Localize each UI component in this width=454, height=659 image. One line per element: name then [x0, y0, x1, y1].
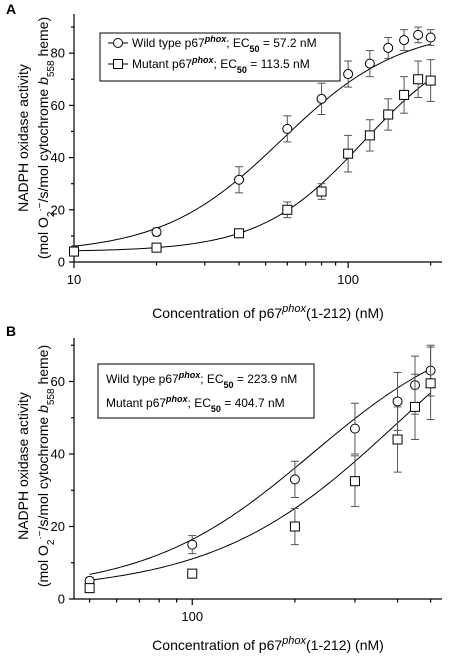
y-axis-label-line2: (mol O2·−/s/mol cytochrome b558 heme)	[35, 345, 57, 587]
data-point-circle	[151, 226, 162, 237]
panel-A: A 0 20 40 60 80 10 100 NADPH oxidase activity(mo…	[6, 1, 442, 321]
y-tick-label: 60	[51, 98, 65, 113]
y-tick-label: 20	[51, 202, 65, 217]
legend-entry: Mutant p67phox; EC50 = 404.7 nM	[106, 394, 285, 414]
data-point-circle	[425, 32, 436, 43]
fit-curve	[89, 368, 431, 575]
data-point-square	[289, 521, 300, 532]
x-tick-label: 100	[181, 609, 203, 624]
x-axis-label: Concentration of p67phox(1-212) (nM)	[152, 635, 384, 653]
legend-entry: Wild type p67phox; EC50 = 223.9 nM	[106, 370, 297, 390]
legend-box	[97, 363, 315, 419]
panel-B: B 0 20 40 60 100 NADPH oxidase activity(mol O2…	[6, 323, 442, 653]
data-point-square	[343, 148, 354, 159]
data-point-square	[364, 130, 375, 141]
legend-entry: Wild type p67phox; EC50 = 57.2 nM	[132, 34, 317, 54]
data-point-square	[69, 246, 79, 257]
fit-curve	[73, 78, 431, 252]
data-point-square	[392, 434, 403, 445]
data-point-circle	[234, 174, 245, 185]
data-point-circle	[413, 29, 424, 40]
data-point-square	[399, 89, 410, 100]
x-tick-label: 10	[67, 272, 81, 287]
legend-box	[99, 32, 341, 82]
data-point-square	[409, 401, 420, 412]
data-point-square	[151, 242, 162, 253]
panel-letter: B	[6, 323, 16, 339]
data-point-circle	[383, 42, 394, 53]
fit-curve	[89, 392, 431, 581]
data-point-circle	[316, 93, 327, 104]
data-point-circle	[399, 35, 410, 46]
data-point-circle	[343, 69, 354, 80]
y-tick-label: 0	[58, 255, 65, 270]
y-axis-label-line1: NADPH oxidase activity	[15, 392, 31, 540]
y-tick-label: 80	[51, 46, 65, 61]
y-axis-label-line1: NADPH oxidase activity	[15, 64, 31, 212]
data-point-square	[316, 186, 327, 197]
y-tick-label: 0	[58, 592, 65, 607]
legend-marker-square	[113, 59, 123, 69]
legend-entry: Mutant p67phox; EC50 = 113.5 nM	[132, 55, 310, 75]
y-axis-label-line2: (mol O2·−/s/mol cytochrome b558 heme)	[35, 17, 57, 259]
data-point-square	[84, 583, 95, 594]
data-point-square	[425, 75, 436, 86]
data-point-circle	[187, 539, 198, 550]
data-point-square	[282, 204, 293, 215]
x-tick-label: 100	[337, 272, 359, 287]
y-tick-label: 20	[51, 519, 65, 534]
panel-letter: A	[6, 1, 16, 17]
data-point-circle	[392, 396, 403, 407]
legend-marker-circle	[113, 38, 123, 48]
data-point-square	[349, 476, 360, 487]
x-axis-label: Concentration of p67phox(1-212) (nM)	[152, 303, 384, 321]
y-tick-label: 40	[51, 150, 65, 165]
data-point-square	[425, 378, 436, 389]
data-point-circle	[282, 123, 293, 134]
data-point-square	[413, 74, 424, 85]
data-point-circle	[349, 423, 360, 434]
data-point-circle	[289, 474, 300, 485]
data-point-square	[234, 228, 245, 239]
data-point-square	[187, 568, 198, 579]
data-point-circle	[364, 58, 375, 69]
y-tick-label: 60	[51, 374, 65, 389]
data-point-square	[383, 109, 394, 120]
y-tick-label: 40	[51, 447, 65, 462]
